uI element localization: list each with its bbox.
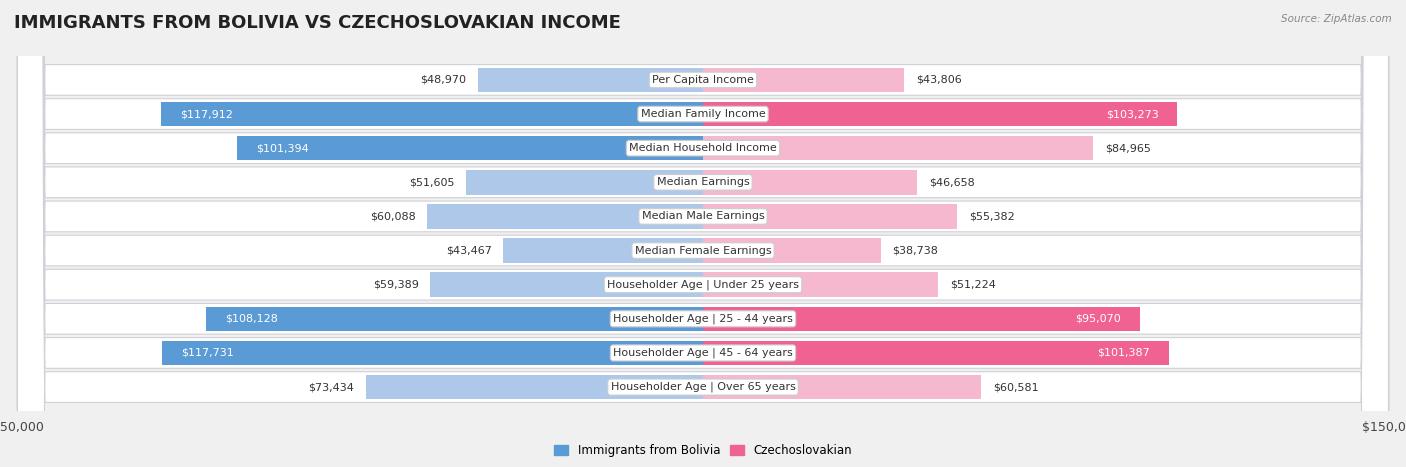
Text: Median Male Earnings: Median Male Earnings — [641, 212, 765, 221]
Text: Median Family Income: Median Family Income — [641, 109, 765, 119]
Legend: Immigrants from Bolivia, Czechoslovakian: Immigrants from Bolivia, Czechoslovakian — [550, 439, 856, 462]
Text: $38,738: $38,738 — [893, 246, 938, 255]
Text: Median Earnings: Median Earnings — [657, 177, 749, 187]
Text: $51,224: $51,224 — [949, 280, 995, 290]
Text: $101,394: $101,394 — [256, 143, 308, 153]
Text: Per Capita Income: Per Capita Income — [652, 75, 754, 85]
Bar — [703, 102, 1177, 127]
Text: $51,605: $51,605 — [409, 177, 454, 187]
Bar — [427, 204, 703, 229]
Bar — [703, 136, 1094, 161]
Bar — [207, 306, 703, 331]
Bar — [162, 340, 703, 365]
FancyBboxPatch shape — [17, 0, 1389, 467]
Bar — [162, 102, 703, 127]
Bar — [238, 136, 703, 161]
FancyBboxPatch shape — [17, 0, 1389, 467]
Bar — [703, 204, 957, 229]
Bar — [703, 238, 882, 263]
Text: $73,434: $73,434 — [308, 382, 354, 392]
Text: $103,273: $103,273 — [1107, 109, 1159, 119]
Text: $84,965: $84,965 — [1105, 143, 1150, 153]
FancyBboxPatch shape — [17, 0, 1389, 467]
Bar — [703, 170, 917, 195]
FancyBboxPatch shape — [17, 0, 1389, 467]
Text: $60,581: $60,581 — [993, 382, 1039, 392]
Text: Median Female Earnings: Median Female Earnings — [634, 246, 772, 255]
Text: Householder Age | 25 - 44 years: Householder Age | 25 - 44 years — [613, 313, 793, 324]
Text: IMMIGRANTS FROM BOLIVIA VS CZECHOSLOVAKIAN INCOME: IMMIGRANTS FROM BOLIVIA VS CZECHOSLOVAKI… — [14, 14, 621, 32]
Text: Householder Age | Under 25 years: Householder Age | Under 25 years — [607, 279, 799, 290]
Text: $43,467: $43,467 — [446, 246, 492, 255]
Text: $43,806: $43,806 — [915, 75, 962, 85]
Bar — [478, 68, 703, 92]
FancyBboxPatch shape — [17, 0, 1389, 467]
Bar — [465, 170, 703, 195]
Text: $48,970: $48,970 — [420, 75, 467, 85]
Bar — [703, 68, 904, 92]
Text: $108,128: $108,128 — [225, 314, 277, 324]
Text: $95,070: $95,070 — [1076, 314, 1121, 324]
Text: Source: ZipAtlas.com: Source: ZipAtlas.com — [1281, 14, 1392, 24]
Bar — [430, 272, 703, 297]
FancyBboxPatch shape — [17, 0, 1389, 467]
Bar — [703, 340, 1168, 365]
Text: $55,382: $55,382 — [969, 212, 1015, 221]
FancyBboxPatch shape — [17, 0, 1389, 467]
FancyBboxPatch shape — [17, 0, 1389, 467]
Text: $59,389: $59,389 — [373, 280, 419, 290]
Bar — [703, 272, 938, 297]
Bar — [366, 375, 703, 399]
Text: Householder Age | Over 65 years: Householder Age | Over 65 years — [610, 382, 796, 392]
Bar — [503, 238, 703, 263]
Bar — [703, 306, 1140, 331]
Text: Householder Age | 45 - 64 years: Householder Age | 45 - 64 years — [613, 348, 793, 358]
Text: $117,912: $117,912 — [180, 109, 232, 119]
Text: $60,088: $60,088 — [370, 212, 416, 221]
Text: $101,387: $101,387 — [1098, 348, 1150, 358]
Text: $46,658: $46,658 — [929, 177, 974, 187]
Text: Median Household Income: Median Household Income — [628, 143, 778, 153]
Bar — [703, 375, 981, 399]
FancyBboxPatch shape — [17, 0, 1389, 467]
FancyBboxPatch shape — [17, 0, 1389, 467]
Text: $117,731: $117,731 — [180, 348, 233, 358]
